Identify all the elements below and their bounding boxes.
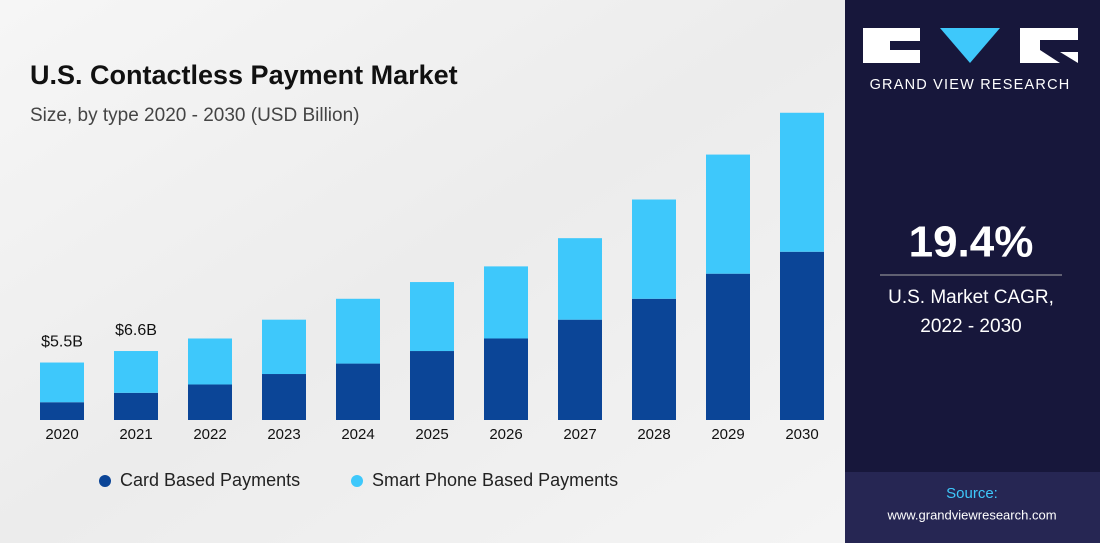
bar-segment [188,384,232,420]
logo [863,28,1078,63]
bar-segment [188,338,232,385]
cagr-value: 19.4% [909,218,1034,267]
cagr-label: U.S. Market CAGR, [888,287,1054,308]
sidebar [845,0,1100,543]
bar-segment [706,154,750,274]
chart-subtitle: Size, by type 2020 - 2030 (USD Billion) [30,105,360,126]
bar-segment [558,238,602,320]
bar-segment [336,298,380,364]
legend-label: Smart Phone Based Payments [372,470,618,490]
source-box [845,472,1100,543]
background [0,0,845,543]
bar-segment [410,351,454,420]
x-tick-label: 2027 [563,426,596,443]
x-tick-label: 2022 [193,426,226,443]
x-tick-label: 2029 [711,426,744,443]
legend-label: Card Based Payments [120,470,300,490]
chart-title: U.S. Contactless Payment Market [30,60,458,90]
bar-segment [780,112,824,252]
source-url: www.grandviewresearch.com [886,507,1056,522]
x-tick-label: 2023 [267,426,300,443]
bar-segment [632,199,676,299]
bar-segment [706,273,750,420]
total-label: $5.5B [41,334,83,351]
legend-swatch [351,475,363,487]
x-tick-label: 2024 [341,426,374,443]
cagr-label: 2022 - 2030 [920,316,1021,337]
bar-segment [484,266,528,339]
bar-segment [780,251,824,420]
bar-segment [410,282,454,352]
x-tick-label: 2021 [119,426,152,443]
legend-swatch [99,475,111,487]
bar-segment [40,362,84,403]
bar-segment [632,298,676,420]
bar-segment [262,319,306,375]
total-label: $6.6B [115,322,157,339]
bar-segment [114,392,158,420]
bar-segment [558,319,602,420]
x-tick-label: 2020 [45,426,78,443]
bar-segment [40,402,84,420]
x-tick-label: 2028 [637,426,670,443]
bar-segment [262,374,306,420]
x-tick-label: 2025 [415,426,448,443]
bar-segment [114,351,158,393]
bar-segment [336,363,380,420]
source-label: Source: [946,485,998,502]
x-tick-label: 2026 [489,426,522,443]
bar-segment [484,338,528,420]
brand: GRAND VIEW RESEARCH [870,77,1071,93]
x-tick-label: 2030 [785,426,818,443]
